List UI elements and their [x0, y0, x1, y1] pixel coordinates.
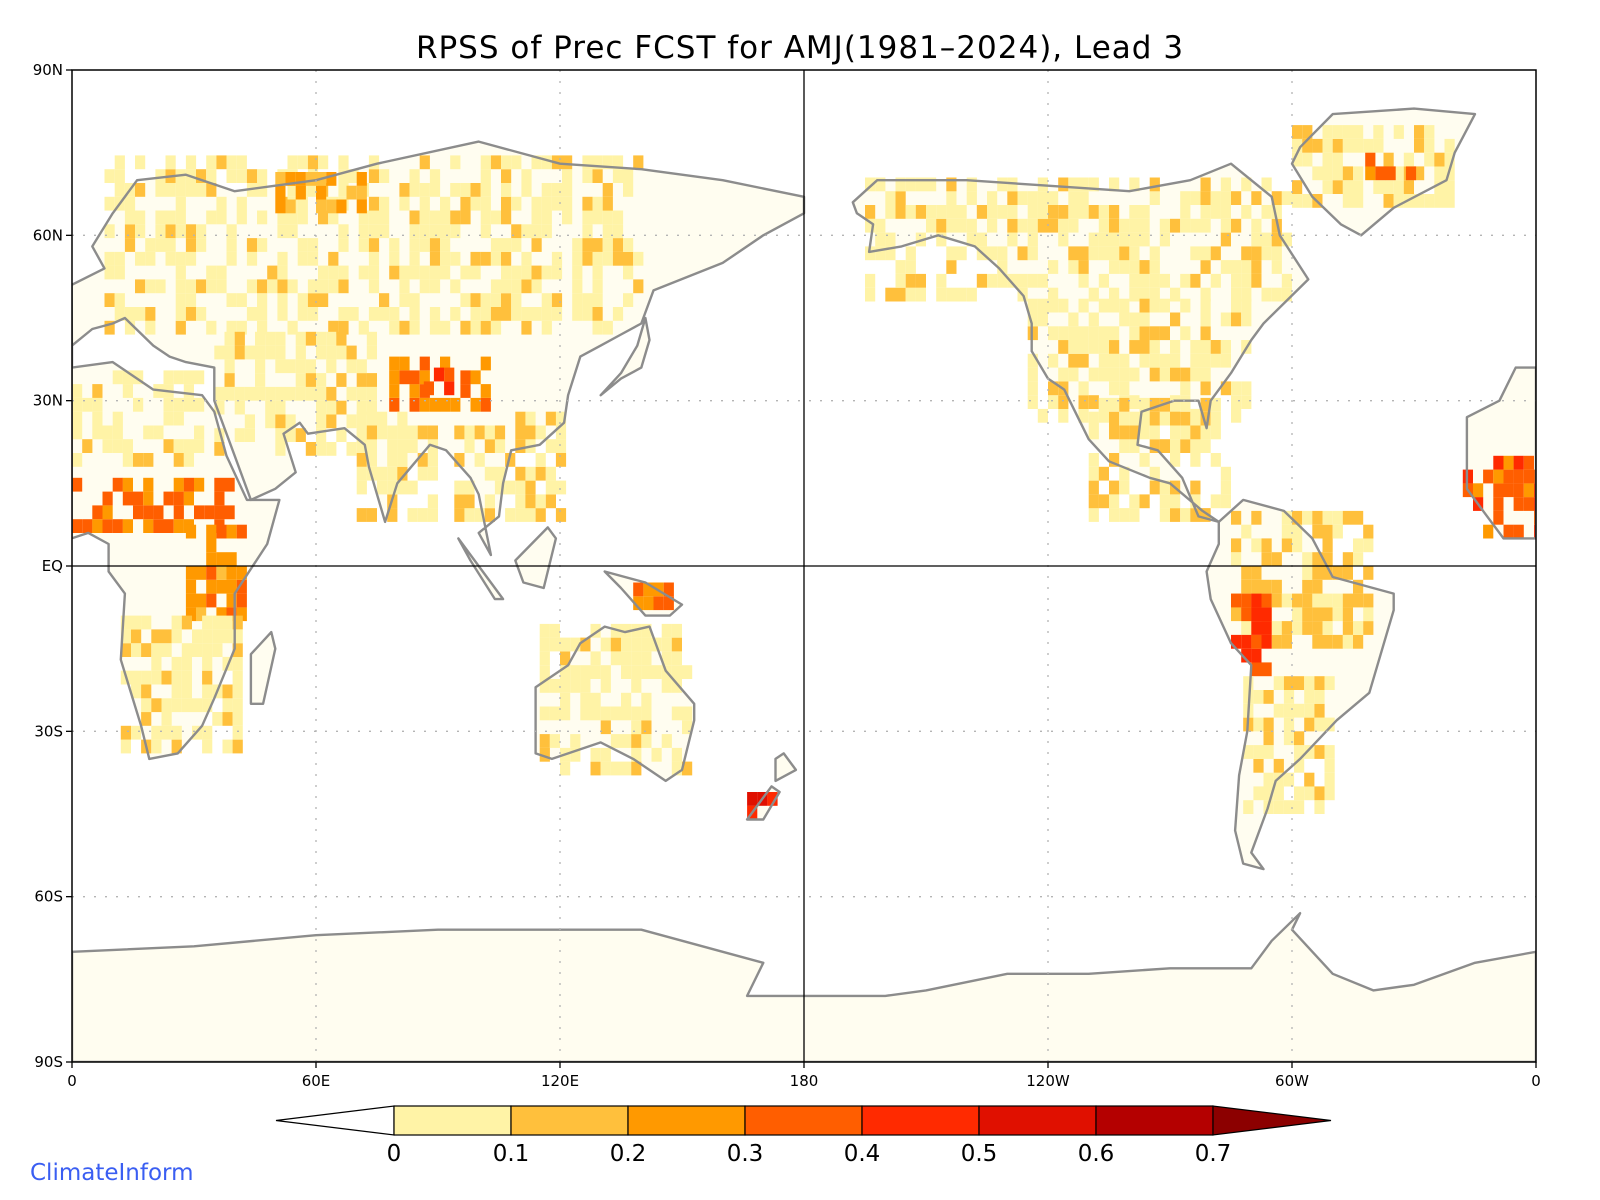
x-tick-label: 120E [541, 1072, 579, 1090]
field-se-asia [454, 411, 567, 522]
colorbar-segment [978, 1105, 1097, 1136]
colorbar-segment [627, 1105, 746, 1136]
field-west-siberia-high [275, 172, 367, 214]
coastline-sumatra [457, 537, 505, 601]
colorbar-label: 0 [387, 1141, 402, 1167]
coastline-greenland [1290, 107, 1477, 237]
y-axis: 90N 60N 30N EQ 30S 60S 90S [33, 61, 72, 1071]
field-middle-east [214, 331, 377, 456]
x-tick-label: 0 [67, 1072, 77, 1090]
colorbar-under-triangle [275, 1105, 395, 1136]
coastline-nz-n [774, 752, 798, 783]
y-tick-label: 30N [33, 392, 63, 410]
y-tick-label: EQ [42, 557, 63, 575]
coastlines [72, 107, 1536, 1062]
colorbar-label: 0.5 [961, 1141, 998, 1167]
field-tibetan-plateau [389, 356, 491, 412]
coastline-n-america [851, 162, 1310, 524]
x-tick-label: 180 [790, 1072, 819, 1090]
field-west-africa-right [1462, 455, 1536, 539]
colorbar: 0 0.1 0.2 0.3 0.4 0.5 0.6 0.7 [275, 1105, 1332, 1167]
x-tick-label: 60W [1275, 1072, 1309, 1090]
colorbar-label: 0.4 [844, 1141, 881, 1167]
y-tick-label: 60S [34, 888, 63, 906]
brand-label: ClimateInform [30, 1160, 194, 1186]
x-tick-label: 0 [1531, 1072, 1541, 1090]
colorbar-label: 0.7 [1195, 1141, 1232, 1167]
map-title: RPSS of Prec FCST for AMJ(1981–2024), Le… [416, 30, 1184, 66]
field-greenland-east [1365, 152, 1417, 181]
y-tick-label: 90N [33, 61, 63, 79]
field-northern-eurasia [104, 155, 644, 335]
y-tick-label: 30S [34, 722, 63, 740]
colorbar-over-triangle [1212, 1105, 1332, 1136]
colorbar-segment [861, 1105, 980, 1136]
y-tick-label: 60N [33, 226, 63, 244]
colorbar-segment [1095, 1105, 1214, 1136]
x-tick-label: 120W [1026, 1072, 1070, 1090]
coastline-antarctica [72, 912, 1536, 1062]
land-madagascar [250, 632, 276, 704]
coastline-borneo [514, 526, 558, 590]
colorbar-segment [393, 1105, 512, 1136]
field-mexico-central-america [1088, 397, 1231, 522]
colorbar-label: 0.6 [1078, 1141, 1115, 1167]
field-andes [1231, 593, 1272, 677]
colorbar-segment [744, 1105, 863, 1136]
coastline-eurasia [72, 140, 806, 557]
land-borneo [515, 527, 556, 588]
coastline-africa-w [1465, 366, 1536, 540]
gridlines [72, 70, 1536, 1062]
land-antarctica [72, 913, 1536, 1062]
field-alaska-canada [865, 177, 1292, 302]
coastline-japan [599, 316, 651, 397]
x-tick-label: 60E [302, 1072, 331, 1090]
coastline-newguinea [603, 570, 684, 617]
land-japan [600, 318, 650, 396]
colorbar-segment [510, 1105, 629, 1136]
colorbar-label: 0.2 [610, 1141, 647, 1167]
colorbar-label: 0.3 [727, 1141, 764, 1167]
coastline-nz-s [745, 785, 781, 821]
coastline-africa [72, 360, 281, 761]
field-north-africa [72, 370, 205, 467]
colorbar-label: 0.1 [493, 1141, 530, 1167]
field-tibet-core [423, 367, 455, 396]
y-tick-label: 90S [34, 1053, 63, 1071]
land-nz-n [775, 753, 796, 781]
coastline-s-america [1205, 498, 1395, 871]
plot-area [72, 70, 1536, 1062]
field-east-africa [185, 524, 247, 622]
x-axis: 0 60E 120E 180 120W 60W 0 [67, 1062, 1541, 1090]
coastline-madagascar [249, 630, 277, 705]
coastline-australia [534, 625, 696, 783]
